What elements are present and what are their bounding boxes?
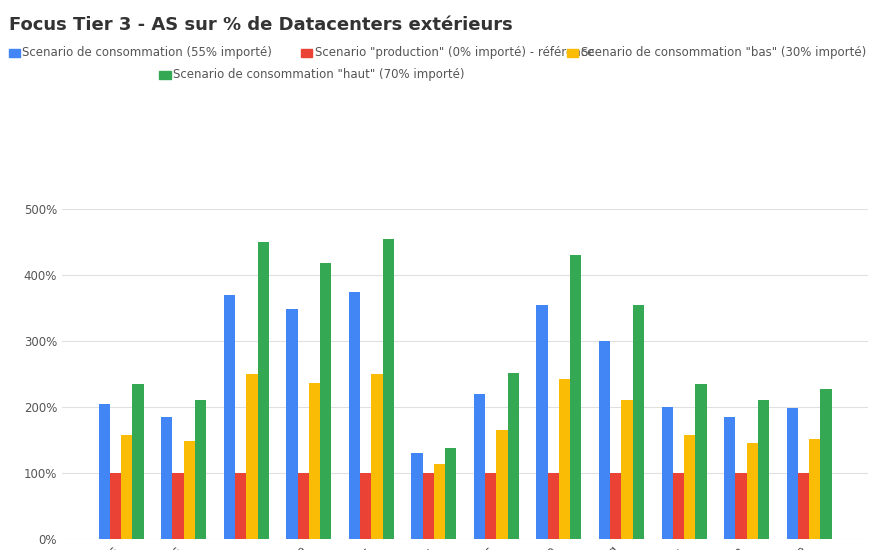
Bar [298,473,309,539]
Bar [195,400,206,539]
Text: Focus Tier 3 - AS sur % de Datacenters extérieurs: Focus Tier 3 - AS sur % de Datacenters e… [9,16,513,35]
Bar [434,464,445,539]
Bar [411,453,423,539]
Bar [599,341,610,539]
Bar [571,255,581,539]
Bar [423,473,434,539]
Bar [371,374,383,539]
Bar [633,305,644,539]
Bar [286,309,298,539]
Bar [320,263,331,539]
Bar [110,473,121,539]
Bar [696,384,706,539]
Bar [672,473,684,539]
Bar [98,404,110,539]
Bar [246,374,258,539]
Text: Scenario "production" (0% importé) - référence: Scenario "production" (0% importé) - réf… [315,46,595,59]
Bar [496,430,508,539]
Bar [161,417,173,539]
Bar [360,473,371,539]
Bar [809,439,820,539]
Bar [798,473,809,539]
Bar [787,408,798,539]
Bar [559,379,571,539]
Bar [235,473,246,539]
Bar [621,400,633,539]
Bar [132,384,144,539]
Bar [610,473,621,539]
Text: Scenario de consommation (55% importé): Scenario de consommation (55% importé) [22,46,272,59]
Bar [662,407,672,539]
Bar [747,443,758,539]
Bar [121,434,132,539]
Text: Scenario de consommation "haut" (70% importé): Scenario de consommation "haut" (70% imp… [173,68,464,81]
Bar [735,473,747,539]
Bar [508,373,519,539]
Bar [258,242,268,539]
Bar [349,292,360,539]
Bar [445,448,456,539]
Bar [536,305,548,539]
Bar [758,400,769,539]
Bar [474,394,486,539]
Bar [224,295,235,539]
Bar [724,417,735,539]
Bar [183,441,195,539]
Bar [173,473,183,539]
Bar [486,473,496,539]
Bar [820,389,832,539]
Bar [309,383,320,539]
Text: Scenario de consommation "bas" (30% importé): Scenario de consommation "bas" (30% impo… [580,46,866,59]
Bar [684,436,696,539]
Bar [383,239,394,539]
Bar [548,473,559,539]
